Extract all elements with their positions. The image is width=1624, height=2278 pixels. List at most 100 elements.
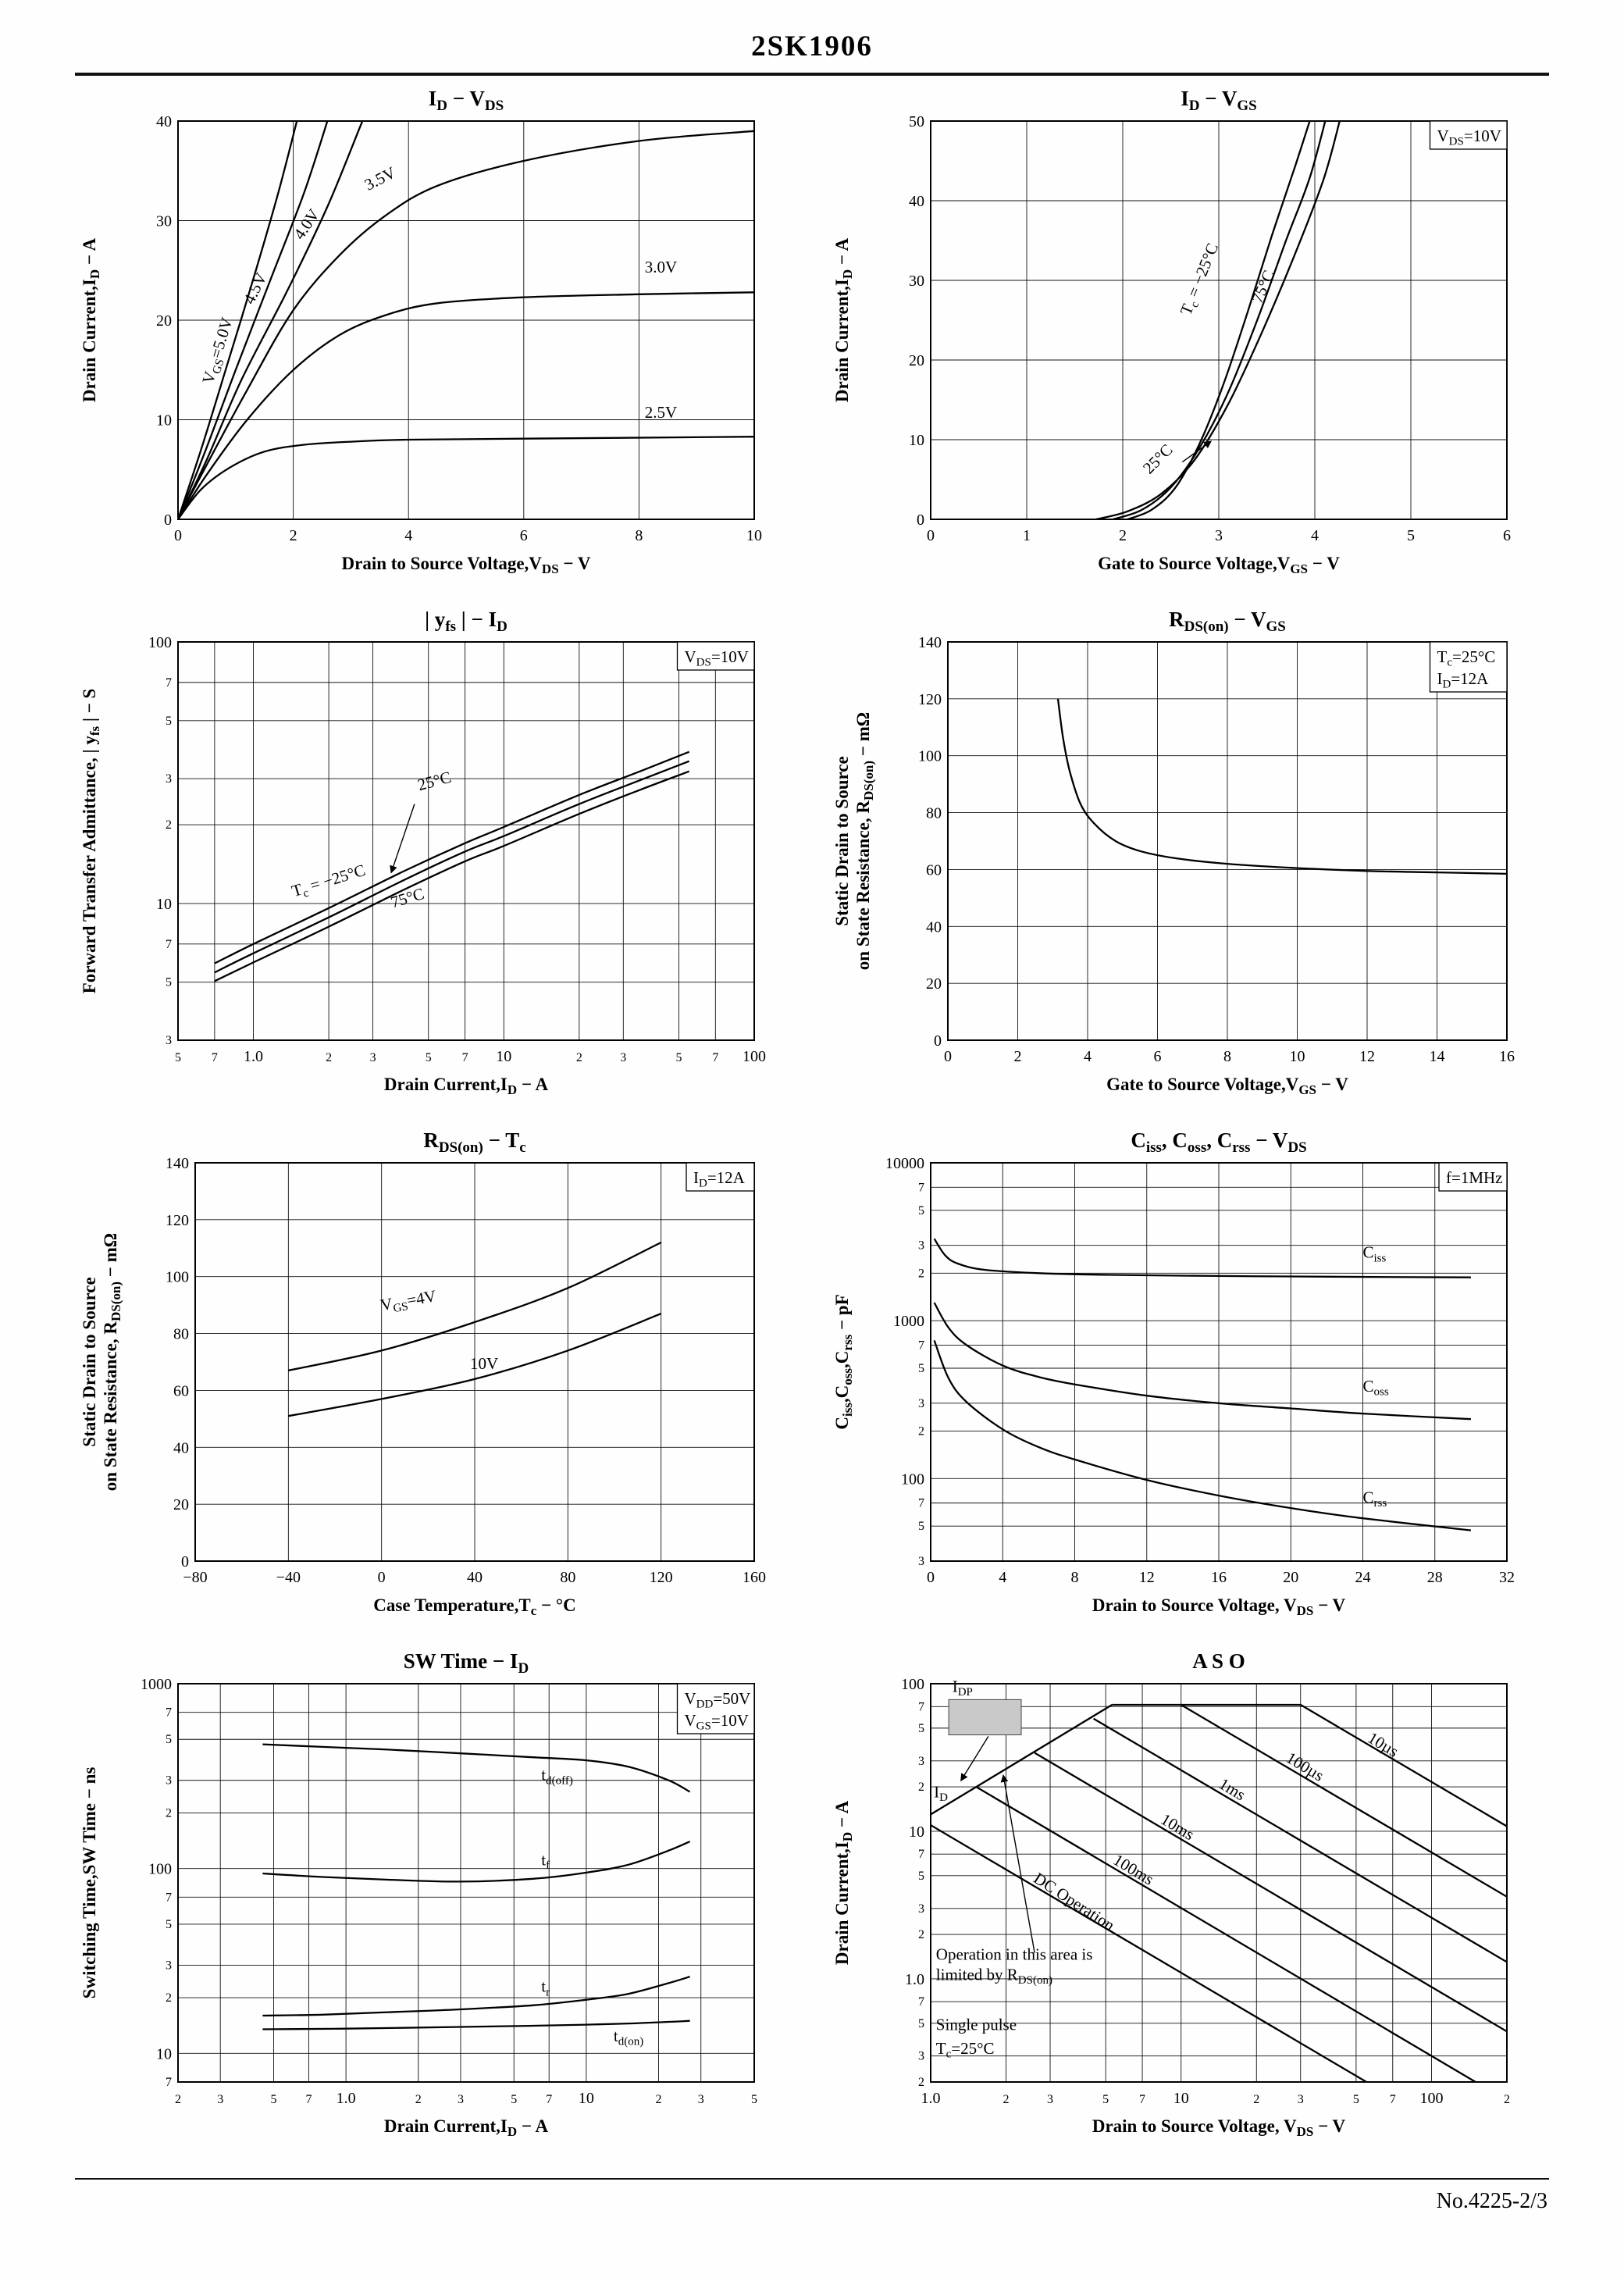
series-dc-operation <box>931 1824 1367 2082</box>
curve-label: tr <box>541 1977 550 1999</box>
x-tick-label: 10 <box>746 527 762 544</box>
series-group <box>178 121 754 519</box>
x-tick-label: 3 <box>1047 2093 1053 2106</box>
x-tick-label: 2 <box>175 2093 181 2106</box>
plot-border <box>177 120 755 520</box>
series-pulse-100us <box>1181 1704 1507 1898</box>
x-tick-label: 0 <box>378 1569 386 1586</box>
x-tick-label: 4 <box>1311 527 1319 544</box>
series-vgs-10v <box>288 1313 662 1417</box>
grid-lines <box>930 1162 1508 1562</box>
x-tick-label: 5 <box>175 1051 181 1064</box>
x-tick-label: 1.0 <box>244 1048 263 1065</box>
y-tick-label: 7 <box>918 1995 924 2009</box>
curve-label: Crss <box>1363 1488 1387 1510</box>
y-tick-label: 2 <box>918 1928 924 1941</box>
y-tick-label: 3 <box>918 1555 924 1568</box>
x-axis-label: Drain to Source Voltage,VDS − V <box>342 554 591 576</box>
x-tick-label: 7 <box>1390 2093 1396 2106</box>
x-tick-label: 2 <box>1504 2093 1510 2106</box>
chart-rdson-vgs: 0 2 4 6 8 10 12 14 16 0 20 40 60 80 100 120 140 RDS(on) −… <box>832 608 1515 1097</box>
x-tick-label: 5 <box>751 2093 757 2106</box>
x-tick-label: 4 <box>1084 1048 1092 1065</box>
x-tick-label: 7 <box>462 1051 468 1064</box>
x-tick-label: 20 <box>1283 1569 1298 1586</box>
x-tick-label: 40 <box>467 1569 483 1586</box>
x-tick-label: 3 <box>620 1051 626 1064</box>
y-axis-label: Static Drain to Source <box>80 1277 99 1446</box>
curve-label: Single pulse <box>936 2016 1017 2034</box>
tick-labels: 2 3 5 7 1.0 2 3 5 7 10 2 3 5 7 10 2 3 5 7 100 2 3 5 7 1000 <box>141 1676 757 2107</box>
x-tick-label: 2 <box>290 527 297 544</box>
x-tick-label: 3 <box>458 2093 464 2106</box>
x-tick-label: 7 <box>546 2093 552 2106</box>
condition-note: ID=12A <box>693 1168 746 1190</box>
curve-label: 3.5V <box>361 163 399 194</box>
x-tick-label: 3 <box>1298 2093 1304 2106</box>
curve-label: Operation in this area is <box>936 1945 1093 1963</box>
series-crss <box>933 1339 1472 1531</box>
y-axis-label: Switching Time,SW Time − ns <box>80 1767 99 1999</box>
conditions-box <box>676 1683 755 1734</box>
y-tick-label: 7 <box>918 1181 924 1194</box>
y-tick-label: 7 <box>918 1700 924 1713</box>
chart-id-vds: 0 2 4 6 8 10 0 10 20 30 40 ID − VDS Drain Current,ID… <box>80 87 762 576</box>
x-tick-label: 16 <box>1211 1569 1227 1586</box>
x-tick-label: 8 <box>635 527 643 544</box>
condition-note: Tc=25°C <box>1437 647 1496 669</box>
grid-lines <box>947 641 1508 1041</box>
x-tick-label: 28 <box>1427 1569 1443 1586</box>
x-tick-label: 3 <box>370 1051 376 1064</box>
x-axis-label: Gate to Source Voltage,VGS − V <box>1106 1075 1348 1097</box>
series-coss <box>933 1302 1471 1421</box>
x-tick-label: 5 <box>675 1051 682 1064</box>
chart-rdson-tc: −80 −40 0 40 80 120 160 0 20 40 60 80 100 120 140 RDS(o… <box>80 1128 766 1618</box>
aso-shaded-region <box>948 1699 1022 1735</box>
leader-arrow <box>1181 440 1212 463</box>
plot-border <box>177 641 755 1041</box>
x-tick-label: 6 <box>1503 527 1511 544</box>
series-rdson-vs-vgs <box>1056 698 1507 875</box>
curve-label: 75°C <box>1248 267 1279 305</box>
series-pulse-10ms <box>1034 1752 1507 2033</box>
x-tick-label: 7 <box>712 1051 718 1064</box>
chart-swtime-id: 2 3 5 7 1.0 2 3 5 7 10 2 3 5 7 10 2 3 5 7 100 2 3 5 7 1000 SW Tim… <box>80 1649 757 2139</box>
x-tick-label: 10 <box>1173 2090 1189 2107</box>
x-tick-label: 2 <box>1003 2093 1010 2106</box>
y-tick-label: 80 <box>173 1326 189 1343</box>
y-tick-label: 5 <box>918 1722 924 1735</box>
y-tick-label: 5 <box>166 1733 172 1746</box>
y-tick-label: 2 <box>918 1781 924 1794</box>
chart-figure-yfs-id: 5 7 1.0 2 3 5 7 10 2 3 5 7 100 3 5 7 10 2 3 5 7 100 | yfs | − … <box>75 600 796 1119</box>
y-tick-label: 1.0 <box>905 1971 924 1988</box>
series-group <box>1056 698 1507 875</box>
y-tick-label: 20 <box>926 975 942 993</box>
condition-note: VGS=10V <box>685 1711 749 1733</box>
y-axis-label: Forward Transfer Admittance, | yfs | − S <box>80 689 102 994</box>
series-vgs-3-0v <box>178 291 754 519</box>
x-tick-label: 8 <box>1071 1569 1079 1586</box>
y-tick-label: 5 <box>166 1918 172 1931</box>
plot-border <box>194 1162 755 1562</box>
chart-figure-rdson-tc: −80 −40 0 40 80 120 160 0 20 40 60 80 100 120 140 RDS(o… <box>75 1121 796 1640</box>
curve-label: 25°C <box>415 768 453 794</box>
y-tick-label: 0 <box>164 512 172 529</box>
x-axis-label: Case Temperature,Tc − °C <box>373 1595 575 1618</box>
curve-label: 1ms <box>1216 1774 1248 1805</box>
chart-figure-id-vgs: 0 1 2 3 4 5 6 0 10 20 30 40 50 ID − VGS Drain Current,… <box>828 79 1549 598</box>
chart-title: Ciss, Coss, Crss − VDS <box>1131 1128 1306 1156</box>
y-tick-label: 0 <box>181 1553 189 1570</box>
y-axis-label: on State Resistance, RDS(on) − mΩ <box>101 1233 123 1491</box>
x-tick-label: 100 <box>1419 2090 1443 2107</box>
chart-title: A S O <box>1192 1649 1245 1673</box>
x-tick-label: 1.0 <box>921 2090 941 2107</box>
chart-id-vgs: 0 1 2 3 4 5 6 0 10 20 30 40 50 ID − VGS Drain Current,… <box>832 87 1511 576</box>
conditions-box <box>686 1162 755 1192</box>
y-tick-label: 0 <box>917 512 924 529</box>
y-tick-label: 60 <box>173 1382 189 1399</box>
x-tick-label: 7 <box>305 2093 312 2106</box>
x-tick-label: 10 <box>496 1048 511 1065</box>
y-axis-label: Ciss,Coss,Crss − pF <box>832 1294 855 1429</box>
